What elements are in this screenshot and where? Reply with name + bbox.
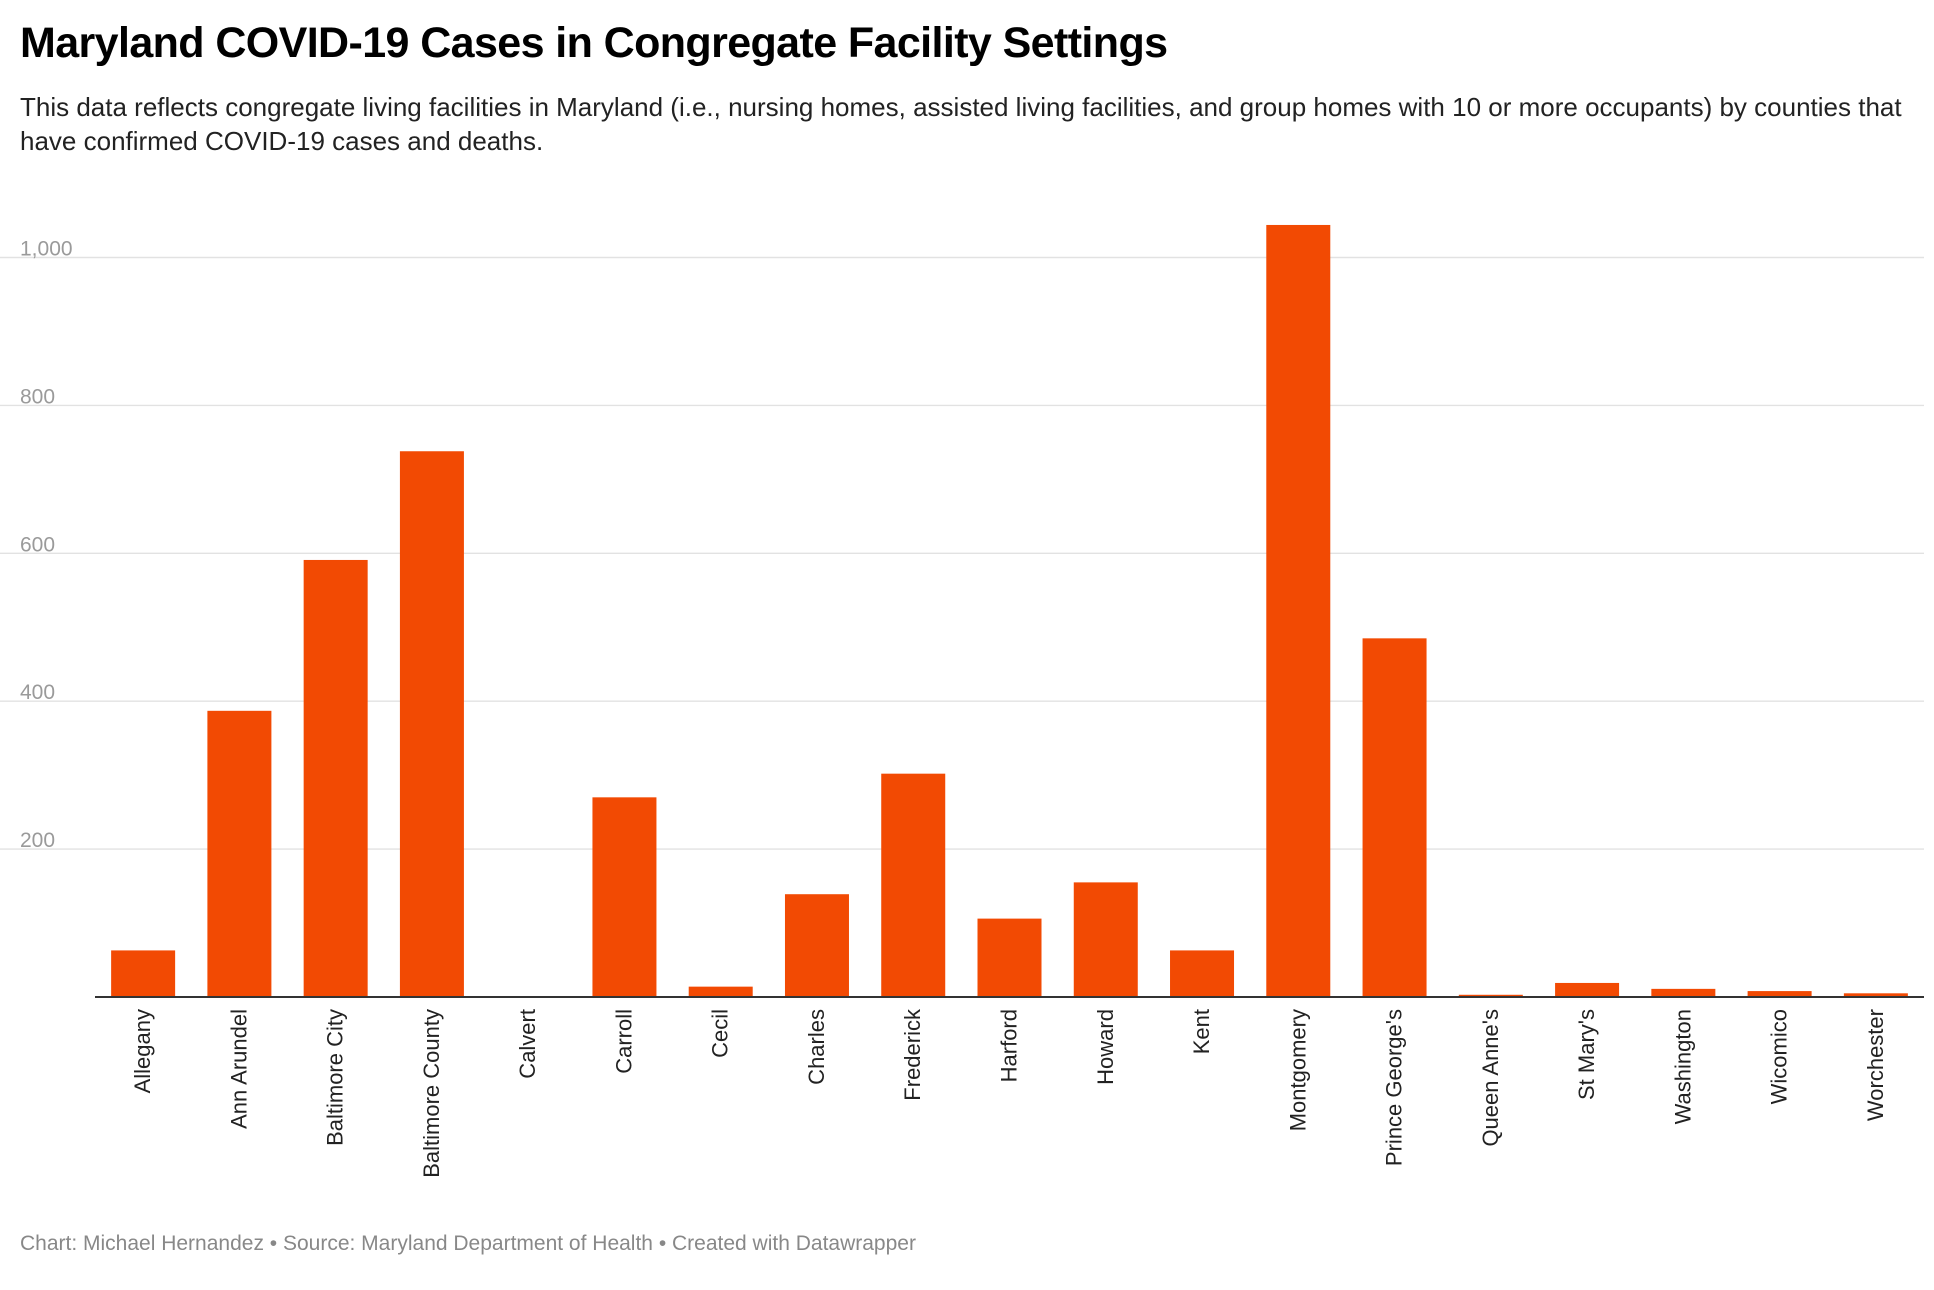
bar — [399, 451, 464, 997]
bar — [111, 950, 176, 997]
bar — [207, 710, 272, 997]
bars — [111, 224, 1908, 997]
bar — [592, 797, 657, 997]
bar — [1362, 638, 1427, 997]
x-tick-label: Carroll — [611, 1009, 636, 1074]
x-tick-label: Prince George's — [1382, 1009, 1407, 1166]
bar — [1747, 991, 1812, 997]
chart-subtitle: This data reflects congregate living fac… — [20, 92, 1902, 156]
gridlines — [0, 256, 1924, 850]
bar-chart: 200 400 600 800 1,000 Allegany Ann Arundel Bal… — [0, 224, 1924, 1178]
chart-title: Maryland COVID-19 Cases in Congregate Fa… — [20, 19, 1168, 67]
x-tick-label: Baltimore City — [323, 1009, 348, 1146]
x-tick-label: St Mary's — [1574, 1009, 1599, 1100]
x-tick-label: Charles — [804, 1009, 829, 1085]
x-tick-label: Harford — [997, 1009, 1022, 1082]
x-tick-label: Wicomico — [1767, 1009, 1792, 1104]
bar — [1651, 988, 1716, 997]
x-tick-label: Howard — [1093, 1009, 1118, 1085]
x-tick-label: Baltimore County — [419, 1009, 444, 1178]
y-tick-label: 200 — [20, 829, 55, 852]
bar — [1266, 224, 1331, 997]
bar — [881, 773, 946, 997]
x-tick-label: Montgomery — [1285, 1009, 1310, 1131]
bar — [1843, 993, 1908, 997]
bar — [1555, 982, 1620, 997]
x-tick-label: Cecil — [708, 1009, 733, 1058]
y-tick-label: 400 — [20, 681, 55, 704]
bar — [977, 918, 1042, 997]
chart-footer: Chart: Michael Hernandez • Source: Maryl… — [20, 1232, 916, 1255]
x-tick-label: Washington — [1670, 1009, 1695, 1124]
y-tick-label: 1,000 — [20, 238, 73, 261]
y-tick-label: 800 — [20, 385, 55, 408]
x-tick-label: Queen Anne's — [1478, 1009, 1503, 1147]
bar — [688, 986, 753, 997]
x-tick-label: Worchester — [1863, 1009, 1888, 1121]
x-axis-labels: Allegany Ann Arundel Baltimore City Baltimo… — [130, 1008, 1888, 1178]
bar — [1170, 950, 1235, 997]
bar — [303, 559, 368, 997]
x-tick-label: Ann Arundel — [226, 1009, 251, 1129]
x-tick-label: Frederick — [900, 1008, 925, 1101]
bar — [1458, 994, 1523, 997]
x-tick-label: Kent — [1189, 1009, 1214, 1054]
bar — [1073, 882, 1138, 997]
y-axis-ticks: 200 400 600 800 1,000 — [20, 238, 73, 853]
x-tick-label: Calvert — [515, 1009, 540, 1079]
x-tick-label: Allegany — [130, 1009, 155, 1093]
y-tick-label: 600 — [20, 533, 55, 556]
bar — [784, 894, 849, 997]
